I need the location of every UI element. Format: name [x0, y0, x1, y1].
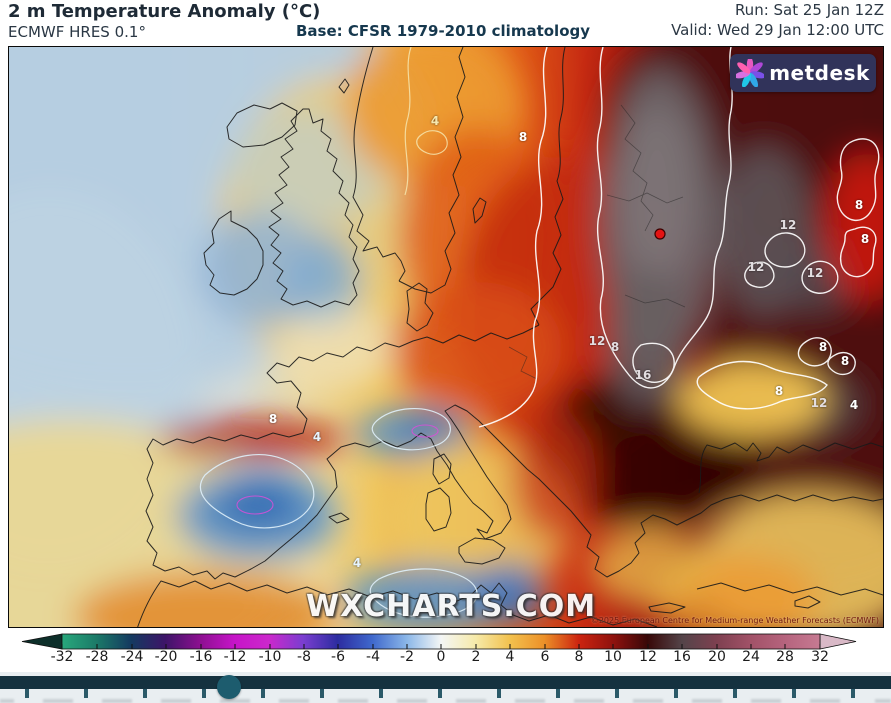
run-time-label: Run: Sat 25 Jan 12Z [734, 1, 884, 19]
contour-label: 12 [810, 396, 828, 410]
contour-label: 8 [840, 354, 850, 368]
metdesk-logo: metdesk [730, 54, 876, 92]
time-slider-ticks [0, 689, 891, 698]
contour-label: 12 [806, 266, 824, 280]
header: 2 m Temperature Anomaly (°C) ECMWF HRES … [0, 0, 891, 46]
colorbar-tick: -10 [258, 649, 282, 665]
colorbar-tick: -4 [366, 649, 380, 665]
anomaly-blobs [9, 47, 883, 627]
anomaly-contours [478, 47, 880, 428]
colorbar-tick: -2 [400, 649, 414, 665]
contour-label: 4 [430, 114, 440, 128]
colorbar-tick: 28 [776, 649, 794, 665]
contour-label: 4 [312, 430, 322, 444]
anomaly-map: metdesk 8 4 12 12 12 12 16 8 8 8 8 8 12 … [8, 46, 884, 628]
contour-label: 4 [352, 556, 362, 570]
colorbar-tick: -16 [189, 649, 213, 665]
contour-label: 16 [634, 368, 652, 382]
contour-label: 4 [849, 398, 859, 412]
colorbar-tick: 12 [639, 649, 657, 665]
contour-label: 12 [747, 260, 765, 274]
colorbar-tick: 10 [604, 649, 622, 665]
page-title: 2 m Temperature Anomaly (°C) [8, 1, 321, 22]
colorbar-tick: 24 [742, 649, 760, 665]
colorbar-tick: 0 [436, 649, 446, 665]
colorbar-tick: -8 [297, 649, 311, 665]
metdesk-logo-text: metdesk [769, 61, 870, 85]
time-slider-track[interactable] [0, 676, 891, 689]
model-label: ECMWF HRES 0.1° [8, 23, 146, 41]
wxcharts-watermark: WXCHARTS.COM [306, 589, 597, 624]
colorbar-tick: 8 [574, 649, 584, 665]
colorbar-tick: 6 [540, 649, 550, 665]
contour-label: 8 [610, 340, 620, 354]
colorbar-tick: 32 [811, 649, 829, 665]
time-slider-handle[interactable] [217, 675, 241, 699]
colorbar-tick: 4 [505, 649, 515, 665]
colorbar-tick: 2 [471, 649, 481, 665]
colorbar-tick: -24 [120, 649, 144, 665]
colorbar-svg [21, 633, 857, 650]
contour-label: 12 [779, 218, 797, 232]
warm-contours-pale [404, 47, 448, 196]
copyright-text: ©2025 European Centre for Medium-range W… [590, 616, 879, 625]
contour-label: 8 [818, 340, 828, 354]
contour-label: 8 [854, 198, 864, 212]
colorbar-tick: -28 [85, 649, 109, 665]
location-marker-dot [654, 228, 666, 240]
cold-contours [199, 408, 478, 618]
valid-time-label: Valid: Wed 29 Jan 12:00 UTC [671, 21, 884, 39]
colorbar-tick: -20 [154, 649, 178, 665]
colorbar-tick: -32 [50, 649, 74, 665]
time-slider-labels [0, 699, 891, 703]
contour-label: 8 [268, 412, 278, 426]
contour-label: 8 [518, 130, 528, 144]
country-borders [508, 104, 686, 380]
temperature-colorbar: -32 -28 -24 -20 -16 -12 -10 -8 -6 -4 -2 … [0, 630, 891, 672]
climatology-base-label: Base: CFSR 1979-2010 climatology [296, 22, 591, 40]
time-slider[interactable] [0, 672, 891, 703]
contour-label: 12 [588, 334, 606, 348]
colorbar-tick: 20 [708, 649, 726, 665]
metdesk-flower-icon [736, 59, 765, 87]
colorbar-tick: 16 [673, 649, 691, 665]
contour-label: 8 [860, 232, 870, 246]
contour-label: 8 [774, 384, 784, 398]
deep-cold-contours [236, 424, 439, 515]
anomaly-field-svg [9, 47, 883, 627]
colorbar-tick: -6 [331, 649, 345, 665]
colorbar-tick: -12 [223, 649, 247, 665]
coastlines [137, 47, 883, 627]
